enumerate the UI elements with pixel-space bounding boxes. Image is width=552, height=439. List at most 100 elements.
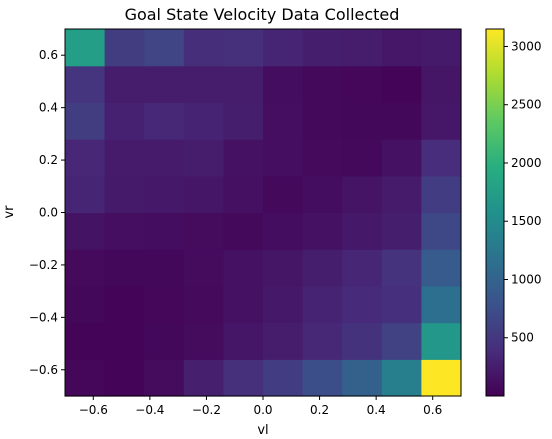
x-tick-label: −0.2 <box>192 403 221 417</box>
heatmap-cell <box>65 139 106 177</box>
heatmap-cell <box>342 102 383 140</box>
heatmap-cell <box>183 102 224 140</box>
heatmap-cell <box>104 249 145 287</box>
y-axis-label: vr <box>2 205 17 219</box>
y-tick-label: 0.2 <box>39 153 58 167</box>
heatmap-cell <box>381 285 422 324</box>
heatmap-cell <box>144 29 185 67</box>
x-axis-label: vl <box>257 423 268 438</box>
heatmap-cell <box>183 29 224 67</box>
y-tick-label: 0.0 <box>39 206 58 220</box>
heatmap-cell <box>144 359 185 397</box>
heatmap-cell <box>104 322 145 360</box>
heatmap-cell <box>144 322 185 360</box>
heatmap-cell <box>263 65 304 103</box>
colorbar-tick-label: 1000 <box>511 272 542 286</box>
heatmap-cell <box>263 249 304 287</box>
heatmap-cell <box>223 102 264 140</box>
heatmap-cell <box>223 285 264 324</box>
heatmap-cell <box>263 139 304 177</box>
heatmap-cell <box>183 175 224 214</box>
x-tick-label: 0.0 <box>253 403 272 417</box>
heatmap-cell <box>381 175 422 214</box>
y-tick-label: 0.6 <box>39 48 58 62</box>
heatmap-cell <box>381 359 422 397</box>
heatmap-cell <box>104 359 145 397</box>
x-tick-label: 0.2 <box>310 403 329 417</box>
heatmap-cell <box>183 322 224 360</box>
colorbar <box>485 28 505 397</box>
heatmap-cell <box>381 322 422 360</box>
heatmap-cell <box>381 139 422 177</box>
heatmap-cell <box>302 175 343 214</box>
heatmap-cell <box>302 322 343 360</box>
heatmap-cell <box>342 322 383 360</box>
heatmap-cell <box>144 249 185 287</box>
heatmap-cell <box>263 102 304 140</box>
heatmap-cell <box>104 175 145 214</box>
colorbar-tick-label: 2000 <box>511 156 542 170</box>
heatmap-cell <box>65 175 106 214</box>
heatmap-cell <box>223 359 264 397</box>
heatmap-cell <box>104 102 145 140</box>
x-tick-label: −0.6 <box>79 403 108 417</box>
heatmap-cell <box>144 139 185 177</box>
heatmap-cell <box>104 285 145 324</box>
colorbar-tick-label: 1500 <box>511 214 542 228</box>
heatmap-cell <box>65 285 106 324</box>
heatmap-cell <box>183 285 224 324</box>
colorbar-ticks: 500 1000 1500 2000 2500 3000 <box>504 39 542 345</box>
heatmap-cell <box>342 285 383 324</box>
y-tick-label: 0.4 <box>39 101 58 115</box>
heatmap-cell <box>302 29 343 67</box>
heatmap-cell <box>381 29 422 67</box>
heatmap-cell <box>342 212 383 250</box>
heatmap-cell <box>65 322 106 360</box>
heatmap-cell <box>104 29 145 67</box>
heatmap-cell <box>104 139 145 177</box>
heatmap-cell <box>223 249 264 287</box>
heatmap-cell <box>421 139 462 177</box>
heatmap-cell <box>144 175 185 214</box>
heatmap-cell <box>65 359 106 397</box>
heatmap-cell <box>421 359 462 397</box>
y-tick-label: −0.6 <box>29 363 58 377</box>
heatmap-cell <box>302 249 343 287</box>
colorbar-tick-label: 500 <box>511 331 534 345</box>
colorbar-tick-label: 2500 <box>511 98 542 112</box>
heatmap-cell <box>263 322 304 360</box>
heatmap-cell <box>421 322 462 360</box>
heatmap-cell <box>223 212 264 250</box>
heatmap-cell <box>223 322 264 360</box>
y-axis-ticks: −0.6 −0.4 −0.2 0.0 0.2 0.4 0.6 <box>29 48 65 377</box>
heatmap-cell <box>342 359 383 397</box>
heatmap-cell <box>421 285 462 324</box>
heatmap-cell <box>144 285 185 324</box>
heatmap-cells <box>65 29 462 397</box>
heatmap-cell <box>421 65 462 103</box>
heatmap-cell <box>342 249 383 287</box>
y-tick-label: −0.2 <box>29 258 58 272</box>
heatmap-cell <box>302 359 343 397</box>
x-axis-ticks: −0.6 −0.4 −0.2 0.0 0.2 0.4 0.6 <box>79 396 442 417</box>
heatmap-cell <box>342 65 383 103</box>
heatmap-cell <box>302 285 343 324</box>
heatmap-cell <box>65 65 106 103</box>
heatmap-cell <box>342 139 383 177</box>
colorbar-tick-label: 3000 <box>511 39 542 53</box>
heatmap-cell <box>183 359 224 397</box>
heatmap-cell <box>302 102 343 140</box>
heatmap-cell <box>381 102 422 140</box>
heatmap-cell <box>183 65 224 103</box>
heatmap-cell <box>263 359 304 397</box>
heatmap-cell <box>421 175 462 214</box>
heatmap-cell <box>381 249 422 287</box>
heatmap-cell <box>381 65 422 103</box>
heatmap-cell <box>223 139 264 177</box>
heatmap-cell <box>263 175 304 214</box>
heatmap-cell <box>65 249 106 287</box>
heatmap-cell <box>263 29 304 67</box>
heatmap-cell <box>65 29 106 67</box>
heatmap-cell <box>421 29 462 67</box>
x-tick-label: 0.4 <box>367 403 386 417</box>
